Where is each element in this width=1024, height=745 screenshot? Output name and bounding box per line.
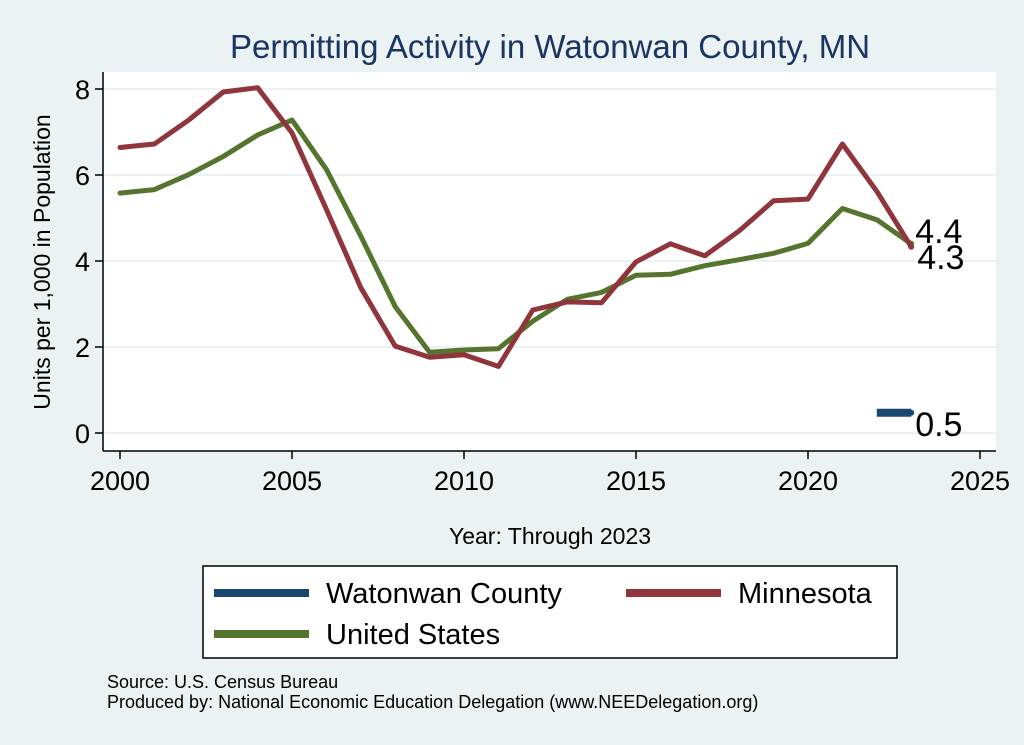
chart-title: Permitting Activity in Watonwan County, … bbox=[230, 28, 870, 65]
axes: 0 2 4 6 8 2000 2005 2010 2015 2020 2025 bbox=[75, 72, 1010, 496]
x-tick-label: 2005 bbox=[262, 466, 322, 496]
legend: Watonwan County Minnesota United States bbox=[214, 578, 873, 651]
end-label-watonwan-county: 0.5 bbox=[915, 406, 962, 444]
end-label-minnesota: 4.3 bbox=[917, 239, 964, 277]
end-label-united-states: 4.4 bbox=[915, 213, 962, 251]
source-note: Source: U.S. Census Bureau bbox=[107, 672, 338, 692]
y-tick-label: 0 bbox=[75, 419, 90, 449]
y-tick-label: 8 bbox=[75, 75, 90, 105]
legend-box bbox=[202, 565, 898, 659]
x-axis-title: Year: Through 2023 bbox=[449, 523, 651, 549]
y-tick-label: 2 bbox=[75, 333, 90, 363]
y-axis-title: Units per 1,000 in Population bbox=[29, 114, 55, 409]
produced-by-note: Produced by: National Economic Education… bbox=[107, 692, 758, 712]
x-tick-label: 2010 bbox=[434, 466, 494, 496]
x-tick-label: 2015 bbox=[606, 466, 666, 496]
legend-label: Minnesota bbox=[738, 578, 873, 610]
x-tick-label: 2000 bbox=[90, 466, 150, 496]
series-lines bbox=[117, 85, 915, 417]
series-end-point bbox=[908, 409, 915, 416]
x-tick-label: 2020 bbox=[778, 466, 838, 496]
x-tick-label: 2025 bbox=[950, 466, 1010, 496]
series-end-point bbox=[908, 243, 915, 250]
legend-label: United States bbox=[326, 619, 500, 651]
series-line-minnesota bbox=[117, 85, 914, 369]
end-labels: 0.5 4.34.4 bbox=[915, 213, 964, 444]
y-tick-label: 4 bbox=[75, 247, 90, 277]
legend-label: Watonwan County bbox=[326, 578, 562, 610]
y-tick-label: 6 bbox=[75, 161, 90, 191]
